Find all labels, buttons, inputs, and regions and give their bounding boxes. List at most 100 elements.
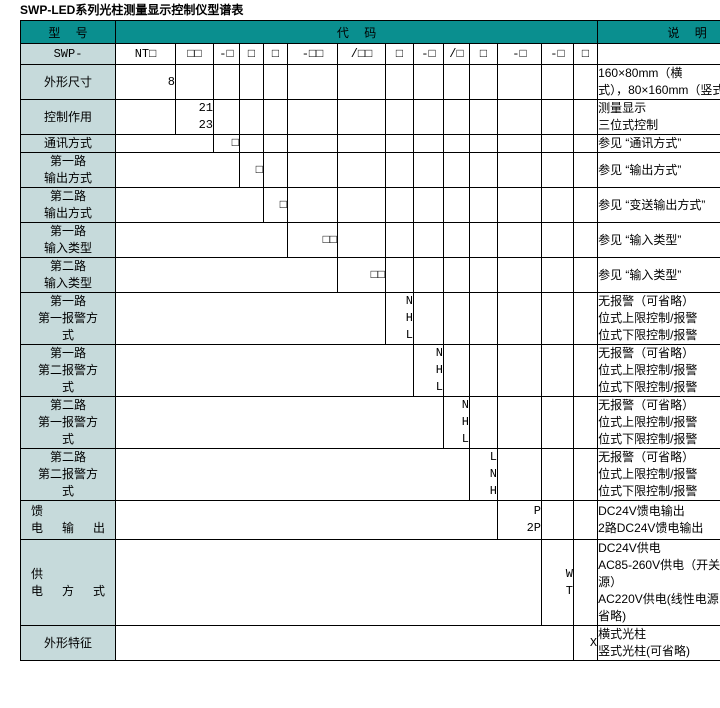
- row-0-empty-2: [213, 64, 240, 100]
- row-7-empty-11: [497, 292, 542, 345]
- code-segment-7: □: [385, 43, 414, 65]
- row-4-code-value: □: [263, 187, 288, 223]
- row-0-empty-8: [413, 64, 444, 100]
- row-0-description: 160×80mm（横式），80×160mm（竖式）: [597, 64, 720, 100]
- row-label-3: 第一路 输出方式: [20, 152, 116, 188]
- row-7-empty-12: [541, 292, 574, 345]
- row-3-empty-5: [287, 152, 338, 188]
- row-3-empty-4: [263, 152, 288, 188]
- row-3-empty-11: [497, 152, 542, 188]
- row-2-empty-10: [469, 134, 498, 153]
- row-1-empty-12: [541, 99, 574, 135]
- row-label-12: 供电方式: [20, 539, 116, 626]
- row-6-empty-11: [497, 257, 542, 293]
- row-2-code-value: □: [213, 134, 240, 153]
- row-2-empty-11: [497, 134, 542, 153]
- row-12-empty-left: [115, 539, 542, 626]
- row-11-empty-12: [541, 500, 574, 540]
- code-segment-5: -□□: [287, 43, 338, 65]
- table-row: 第一路 第一报警方式 N H L 无报警（可省略） 位式上限控制/报警 位式下限控制/报警: [20, 292, 720, 345]
- code-segment-9: /□: [443, 43, 470, 65]
- row-4-empty-5: [287, 187, 338, 223]
- table-row: 外形特征 X 横式光柱 竖式光柱(可省略): [20, 625, 720, 661]
- code-segment-6: /□□: [337, 43, 386, 65]
- page-title: SWP-LED系列光柱测量显示控制仪型谱表: [20, 3, 244, 17]
- row-10-empty-11: [497, 448, 542, 501]
- row-3-empty-9: [443, 152, 470, 188]
- table-row: 第一路 输入类型 □□ 参见 “输入类型”: [20, 222, 720, 258]
- row-10-description: 无报警（可省略） 位式上限控制/报警 位式下限控制/报警: [597, 448, 720, 501]
- row-9-empty-12: [541, 396, 574, 449]
- row-4-empty-left: [115, 187, 264, 223]
- row-1-empty-left: [115, 99, 176, 135]
- row-2-empty-4: [263, 134, 288, 153]
- row-label-4: 第二路 输出方式: [20, 187, 116, 223]
- row-3-empty-6: [337, 152, 386, 188]
- row-12-empty-13: [572, 539, 599, 626]
- row-0-empty-4: [263, 64, 288, 100]
- row-0-code-value: 8: [115, 64, 176, 100]
- row-8-empty-13: [572, 344, 599, 397]
- row-2-empty-8: [413, 134, 444, 153]
- row-2-empty-12: [541, 134, 574, 153]
- row-4-empty-10: [469, 187, 498, 223]
- row-6-empty-12: [541, 257, 574, 293]
- row-label-13: 外形特征: [20, 625, 116, 661]
- row-label-9: 第二路 第一报警方式: [20, 396, 116, 449]
- row-0-empty-6: [337, 64, 386, 100]
- row-6-empty-10: [469, 257, 498, 293]
- row-label-6: 第二路 输入类型: [20, 257, 116, 293]
- row-2-empty-3: [239, 134, 264, 153]
- row-6-empty-13: [572, 257, 599, 293]
- row-6-empty-8: [413, 257, 444, 293]
- table-row: 控制作用 21 23 测量显示 三位式控制: [20, 99, 720, 135]
- row-4-description: 参见 “变送输出方式”: [597, 187, 720, 223]
- row-6-code-value: □□: [337, 257, 386, 293]
- row-5-empty-11: [497, 222, 542, 258]
- row-6-empty-left: [115, 257, 338, 293]
- row-6-empty-7: [385, 257, 414, 293]
- row-0-empty-9: [443, 64, 470, 100]
- row-13-empty-left: [115, 625, 574, 661]
- row-8-empty-12: [541, 344, 574, 397]
- row-4-empty-11: [497, 187, 542, 223]
- row-8-empty-9: [443, 344, 470, 397]
- row-8-empty-left: [115, 344, 414, 397]
- code-segment-2: -□: [213, 43, 240, 65]
- row-13-code-value: X: [572, 625, 599, 661]
- row-5-empty-left: [115, 222, 288, 258]
- model-prefix: SWP-: [20, 43, 116, 65]
- row-10-empty-13: [572, 448, 599, 501]
- row-label-11: 馈电输出: [20, 500, 116, 540]
- row-5-empty-9: [443, 222, 470, 258]
- code-segment-10: □: [469, 43, 498, 65]
- row-0-empty-13: [572, 64, 599, 100]
- row-label-5: 第一路 输入类型: [20, 222, 116, 258]
- row-5-empty-10: [469, 222, 498, 258]
- row-5-empty-6: [337, 222, 386, 258]
- row-8-empty-11: [497, 344, 542, 397]
- row-5-empty-7: [385, 222, 414, 258]
- spec-table: 型 号 代 码 说 明 SWP- NT□ □□ -□ □ □ -□□/□□ □ -□/□ □ -□ -…: [20, 20, 720, 661]
- row-5-code-value: □□: [287, 222, 338, 258]
- row-6-empty-9: [443, 257, 470, 293]
- row-2-empty-9: [443, 134, 470, 153]
- row-9-empty-left: [115, 396, 444, 449]
- row-1-code-value: 21 23: [175, 99, 214, 135]
- code-segment-4: □: [263, 43, 288, 65]
- code-row-description: [597, 43, 720, 65]
- table-row: 第二路 输出方式 □ 参见 “变送输出方式”: [20, 187, 720, 223]
- row-1-empty-7: [385, 99, 414, 135]
- row-5-empty-8: [413, 222, 444, 258]
- row-label-1: 控制作用: [20, 99, 116, 135]
- row-3-empty-8: [413, 152, 444, 188]
- row-1-empty-3: [239, 99, 264, 135]
- row-0-empty-10: [469, 64, 498, 100]
- row-2-empty-13: [572, 134, 599, 153]
- row-0-empty-7: [385, 64, 414, 100]
- row-7-empty-9: [443, 292, 470, 345]
- row-3-code-value: □: [239, 152, 264, 188]
